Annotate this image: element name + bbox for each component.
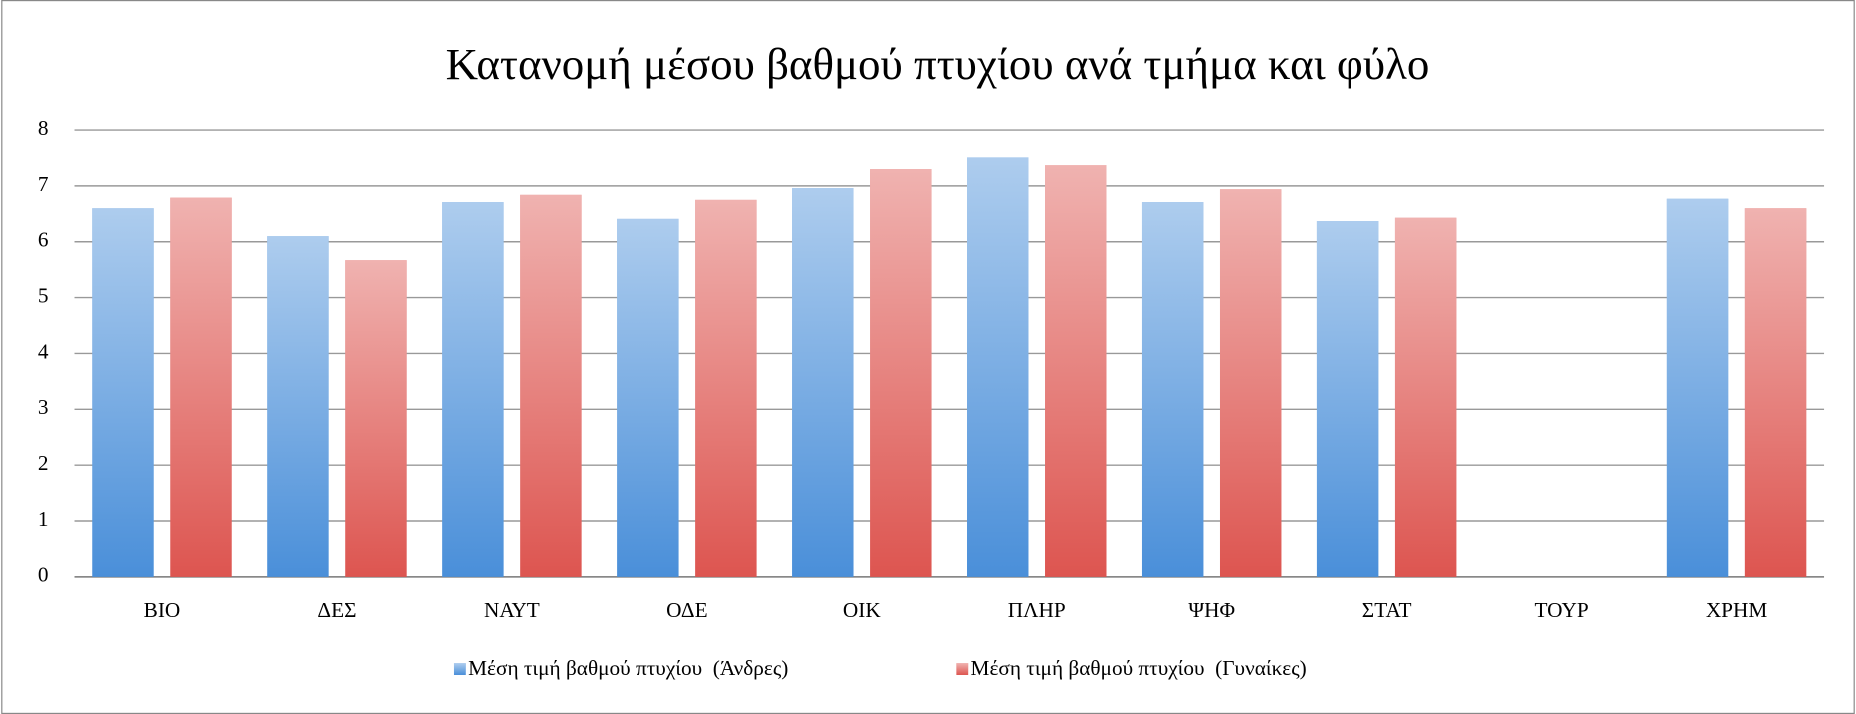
bar-shine: [520, 194, 582, 577]
y-tick-label: 5: [38, 283, 49, 307]
y-tick-label: 0: [38, 563, 49, 587]
x-tick-label: ΨΗΦ: [1188, 598, 1235, 622]
bar-shine: [1666, 198, 1729, 577]
x-tick-label: ΧΡΗΜ: [1706, 598, 1768, 622]
bar-shine: [92, 208, 154, 577]
bar-shine: [695, 199, 757, 577]
bar-shine: [870, 169, 932, 577]
y-tick-label: 4: [38, 339, 49, 363]
x-tick-label: ΔΕΣ: [317, 598, 356, 622]
bar-shine: [1045, 165, 1107, 577]
bar-shine: [967, 157, 1029, 577]
legend-label: Μέση τιμή βαθμού πτυχίου (Άνδρες): [468, 656, 788, 680]
y-tick-label: 2: [38, 451, 49, 475]
legend-swatch-shine: [453, 663, 466, 675]
chart-title: Κατανομή μέσου βαθμού πτυχίου ανά τμήμα …: [446, 39, 1430, 89]
x-tick-label: ΣΤΑΤ: [1362, 598, 1412, 622]
bar-shine: [1141, 202, 1204, 577]
bar-shine: [1744, 208, 1807, 577]
y-tick-label: 3: [38, 395, 49, 419]
x-tick-label: ΟΔΕ: [666, 598, 708, 622]
x-tick-label: ΒΙΟ: [144, 598, 181, 622]
legend-label: Μέση τιμή βαθμού πτυχίου (Γυναίκες): [971, 656, 1307, 680]
x-tick-label: ΟΙΚ: [843, 598, 881, 622]
bar-shine: [617, 218, 679, 577]
x-tick-label: ΤΟΥΡ: [1535, 598, 1589, 622]
y-tick-label: 1: [38, 507, 49, 531]
bar-shine: [345, 260, 407, 577]
y-tick-label: 7: [38, 172, 49, 196]
bar-shine: [1316, 221, 1379, 577]
y-tick-label: 8: [38, 116, 49, 140]
x-tick-label: ΠΛΗΡ: [1008, 598, 1066, 622]
bar-shine: [170, 197, 232, 577]
bar-shine: [267, 236, 329, 577]
bar-shine: [1394, 217, 1457, 577]
x-tick-label: ΝΑΥΤ: [484, 598, 540, 622]
bar-shine: [1219, 189, 1282, 577]
bar-shine: [792, 188, 854, 577]
y-tick-label: 6: [38, 228, 49, 252]
legend-swatch-shine: [956, 663, 969, 675]
bar-shine: [442, 202, 504, 577]
